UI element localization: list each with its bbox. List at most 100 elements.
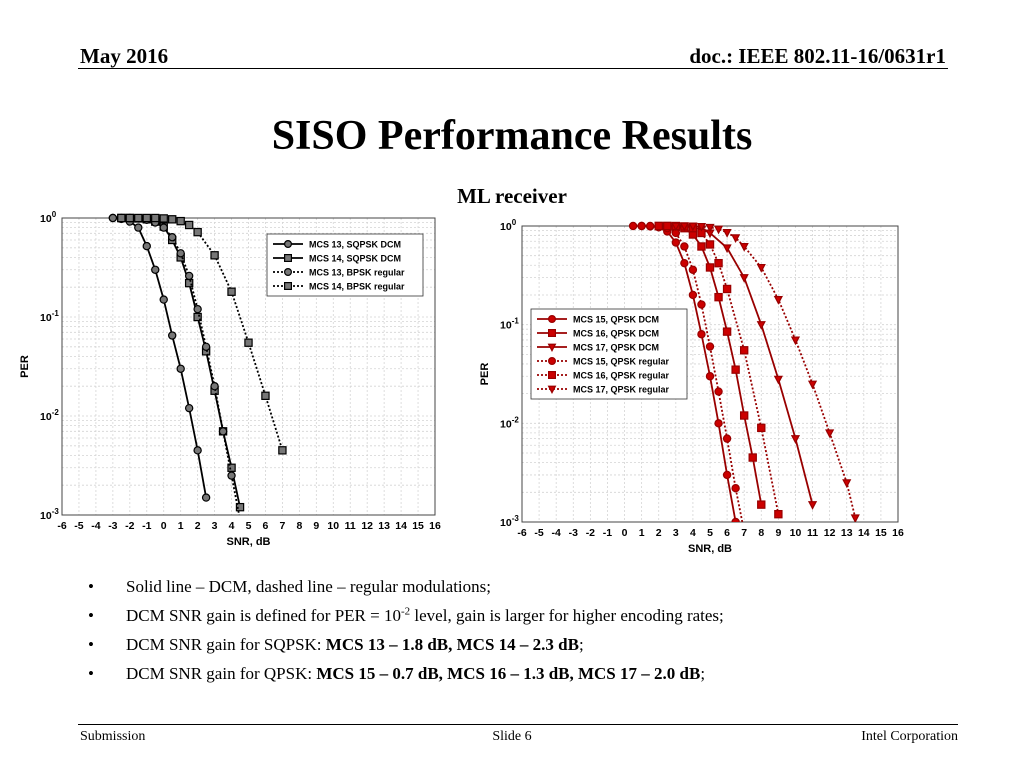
legend-entry: MCS 13, BPSK regular <box>309 268 405 278</box>
bullet-exponent: -2 <box>400 605 411 618</box>
x-tick-label: -4 <box>552 527 561 539</box>
bullet-text: level, gain is larger for higher encodin… <box>410 606 724 625</box>
x-tick-label: 8 <box>758 527 764 539</box>
legend-entry: MCS 16, QPSK regular <box>573 371 670 381</box>
bullet-marker: • <box>88 577 94 596</box>
data-point <box>714 292 723 302</box>
bullet-marker: • <box>88 635 94 654</box>
x-tick-label: 2 <box>195 520 201 532</box>
data-point <box>807 501 818 510</box>
data-point <box>176 249 185 258</box>
x-tick-label: -5 <box>534 527 543 539</box>
x-tick-label: 10 <box>327 520 339 532</box>
x-tick-label: 12 <box>361 520 373 532</box>
legend-marker <box>284 281 293 290</box>
x-tick-label: 3 <box>212 520 218 532</box>
bullet-marker: • <box>88 606 94 625</box>
bullet-marker: • <box>88 664 94 683</box>
data-point <box>697 242 706 251</box>
series-line <box>121 217 284 451</box>
x-tick-label: 9 <box>775 527 781 539</box>
legend-entry: MCS 17, QPSK DCM <box>573 343 659 353</box>
legend-entry: MCS 14, SQPSK DCM <box>309 254 401 264</box>
plot-frame <box>61 217 436 516</box>
legend-entry: MCS 15, QPSK DCM <box>573 315 659 325</box>
x-tick-label: -6 <box>517 527 526 539</box>
x-tick-label: -6 <box>57 520 66 532</box>
data-point <box>680 242 689 251</box>
legend-marker <box>547 371 556 380</box>
x-tick-label: 13 <box>378 520 390 532</box>
x-tick-label: 8 <box>296 520 302 532</box>
data-point <box>628 221 638 231</box>
y-tick-label: 10-2 <box>40 408 59 423</box>
data-point <box>184 403 194 413</box>
data-point <box>731 517 740 522</box>
bullet-item: • Solid line – DCM, dashed line – regula… <box>88 576 724 605</box>
y-tick-label: 100 <box>500 218 517 233</box>
y-tick-label: 10-3 <box>40 507 59 522</box>
data-point <box>714 419 723 428</box>
legend-entry: MCS 14, BPSK regular <box>309 282 405 292</box>
bullet-item: • DCM SNR gain is defined for PER = 10-2… <box>88 605 724 634</box>
data-point <box>134 223 143 232</box>
data-point <box>235 502 245 512</box>
data-point <box>679 222 689 232</box>
legend-marker <box>547 385 557 395</box>
x-tick-label: 1 <box>639 527 645 539</box>
data-point <box>773 375 783 385</box>
data-point <box>757 500 766 509</box>
legend: MCS 13, SQPSK DCM MCS 14, SQPSK DCM MCS 13… <box>266 233 424 297</box>
bullet-item: • DCM SNR gain for QPSK: MCS 15 – 0.7 dB… <box>88 663 724 692</box>
x-tick-label: 11 <box>807 527 818 539</box>
header-date: May 2016 <box>80 44 169 68</box>
legend-entry: MCS 15, QPSK regular <box>573 357 670 367</box>
data-point <box>722 244 732 254</box>
x-tick-label: -2 <box>586 527 595 539</box>
data-point <box>159 295 168 304</box>
data-point <box>688 265 698 274</box>
legend-marker <box>284 267 293 276</box>
data-point <box>134 213 143 223</box>
x-tick-label: 6 <box>724 527 730 539</box>
data-point <box>117 213 126 223</box>
data-point <box>739 346 749 355</box>
data-point <box>739 243 749 252</box>
x-axis-label: SNR, dB <box>227 536 271 548</box>
y-axis-label: PER <box>479 363 491 386</box>
bullet-text: ; <box>700 664 706 683</box>
data-point <box>184 278 194 288</box>
legend-marker <box>547 328 556 337</box>
data-point <box>731 234 741 244</box>
data-point <box>236 516 243 523</box>
data-point <box>227 471 236 480</box>
legend-entry: MCS 17, QPSK regular <box>573 385 670 395</box>
x-tick-label: -1 <box>603 527 612 539</box>
data-point <box>713 225 724 235</box>
data-point <box>142 241 151 251</box>
data-point <box>696 222 707 232</box>
data-point <box>193 312 202 322</box>
slide-title: SISO Performance Results <box>271 113 753 159</box>
data-point <box>201 493 211 502</box>
legend-marker <box>547 357 556 366</box>
x-tick-label: 15 <box>412 520 424 532</box>
data-point <box>705 342 715 351</box>
data-point <box>714 387 723 396</box>
data-point <box>193 304 202 314</box>
data-point <box>774 509 783 519</box>
data-point <box>168 215 177 224</box>
bullet-item: • DCM SNR gain for SQPSK: MCS 13 – 1.8 d… <box>88 634 724 663</box>
data-point <box>714 258 723 268</box>
data-point <box>739 274 749 283</box>
data-point <box>176 364 185 373</box>
data-point <box>722 470 732 480</box>
data-point <box>637 221 646 231</box>
bullet-text: DCM SNR gain is defined for PER = 10 <box>126 606 401 625</box>
data-point <box>757 423 766 433</box>
header-doc-id: doc.: IEEE 802.11-16/0631r1 <box>689 44 946 68</box>
legend-entry: MCS 16, QPSK DCM <box>573 329 659 339</box>
data-point <box>210 381 219 391</box>
y-tick-label: 100 <box>40 210 57 225</box>
x-tick-label: -3 <box>108 520 117 532</box>
